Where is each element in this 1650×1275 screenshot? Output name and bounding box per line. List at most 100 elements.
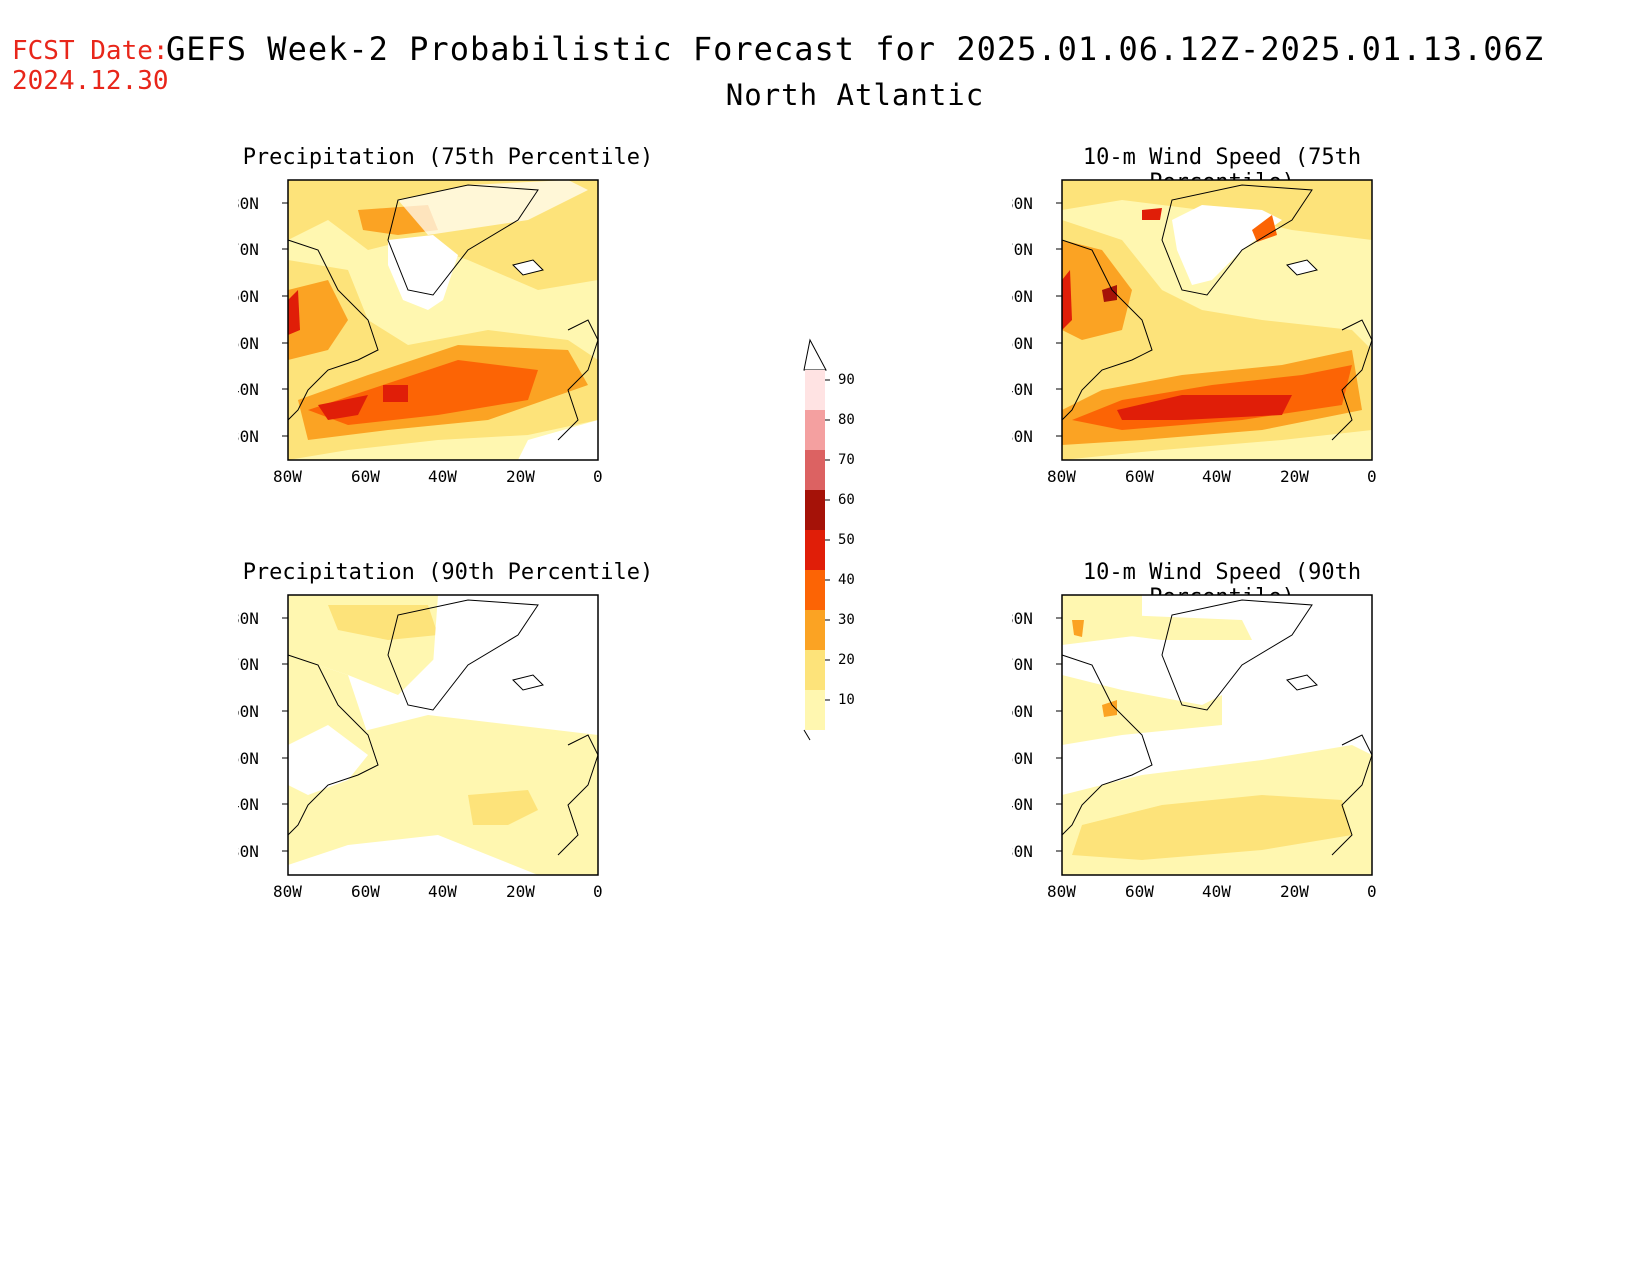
colorbar-label-80: 80	[838, 412, 855, 428]
panel-title: Precipitation (90th Percentile)	[242, 560, 654, 585]
lat-tick-30n: 30N	[1012, 427, 1062, 446]
lon-tick-20w: 20W	[1280, 467, 1309, 486]
colorbar-bin-70	[805, 450, 825, 490]
lat-tick-50n: 50N	[238, 334, 288, 353]
lat-tick-60n: 60N	[1012, 702, 1062, 721]
panel-wind-90: 10-m Wind Speed (90th Percentile) 80N 70…	[1012, 560, 1432, 940]
lat-tick-30n: 30N	[1012, 842, 1062, 861]
lon-tick-60w: 60W	[351, 467, 380, 486]
panel-title: Precipitation (75th Percentile)	[242, 145, 654, 170]
lat-tick-60n: 60N	[238, 287, 288, 306]
svg-text:50N: 50N	[1012, 749, 1033, 768]
lat-tick-40n: 40N	[238, 795, 288, 814]
svg-text:60N: 60N	[1012, 287, 1033, 306]
lon-tick-0: 0	[1367, 467, 1377, 486]
lon-tick-40w: 40W	[1202, 467, 1231, 486]
svg-text:50N: 50N	[238, 334, 259, 353]
lat-tick-80n: 80N	[1012, 609, 1062, 628]
svg-text:40N: 40N	[238, 380, 259, 399]
colorbar: 90 80 70 60 50 40 30 20 10	[800, 330, 860, 750]
forecast-date-value: 2024.12.30	[12, 66, 169, 96]
map-wind-90: 80N 70N 60N 50N 40N 30N 80W 60W 40W 20W …	[1012, 594, 1377, 901]
colorbar-label-10: 10	[838, 692, 855, 708]
lat-tick-60n: 60N	[238, 702, 288, 721]
svg-text:80N: 80N	[238, 194, 259, 213]
lon-tick-0: 0	[593, 882, 603, 901]
lat-tick-60n: 60N	[1012, 287, 1062, 306]
lat-tick-50n: 50N	[238, 749, 288, 768]
svg-text:40N: 40N	[1012, 380, 1033, 399]
lat-tick-70n: 70N	[1012, 240, 1062, 259]
lon-tick-80w: 80W	[1047, 467, 1076, 486]
lon-tick-0: 0	[593, 467, 603, 486]
panel-precip-75: Precipitation (75th Percentile) 80N 70N	[238, 145, 658, 525]
colorbar-label-50: 50	[838, 532, 855, 548]
colorbar-bin-60	[805, 490, 825, 530]
svg-text:70N: 70N	[238, 240, 259, 259]
svg-text:70N: 70N	[1012, 655, 1033, 674]
map-precip-90: 80N 70N 60N 50N 40N 30N 80W 60W 40W 20W …	[238, 594, 603, 901]
lon-tick-80w: 80W	[1047, 882, 1076, 901]
forecast-date-label: FCST Date:	[12, 36, 169, 66]
colorbar-bin-30	[805, 610, 825, 650]
svg-text:30N: 30N	[1012, 842, 1033, 861]
panel-precip-90: Precipitation (90th Percentile) 80N 70N …	[238, 560, 658, 940]
svg-text:30N: 30N	[238, 842, 259, 861]
lon-tick-40w: 40W	[428, 467, 457, 486]
lat-tick-30n: 30N	[238, 427, 288, 446]
lat-tick-70n: 70N	[238, 655, 288, 674]
page-title: GEFS Week-2 Probabilistic Forecast for 2…	[165, 30, 1545, 68]
colorbar-label-30: 30	[838, 612, 855, 628]
lon-tick-60w: 60W	[1125, 467, 1154, 486]
region-subtitle: North Atlantic	[725, 78, 985, 112]
svg-text:40N: 40N	[238, 795, 259, 814]
svg-text:30N: 30N	[238, 427, 259, 446]
map-precip-75: 80N 70N 60N 50N 40N 30N 80W 60W 40W 20W …	[238, 179, 603, 486]
lon-tick-80w: 80W	[273, 882, 302, 901]
lon-tick-60w: 60W	[351, 882, 380, 901]
svg-text:70N: 70N	[1012, 240, 1033, 259]
lon-tick-20w: 20W	[506, 882, 535, 901]
svg-text:60N: 60N	[1012, 702, 1033, 721]
lon-tick-80w: 80W	[273, 467, 302, 486]
lat-tick-30n: 30N	[238, 842, 288, 861]
lat-tick-40n: 40N	[238, 380, 288, 399]
lon-tick-60w: 60W	[1125, 882, 1154, 901]
svg-text:60N: 60N	[238, 702, 259, 721]
lat-tick-70n: 70N	[1012, 655, 1062, 674]
colorbar-label-70: 70	[838, 452, 855, 468]
svg-text:50N: 50N	[238, 749, 259, 768]
lon-tick-40w: 40W	[1202, 882, 1231, 901]
lon-tick-40w: 40W	[428, 882, 457, 901]
lat-tick-80n: 80N	[238, 609, 288, 628]
lon-tick-20w: 20W	[506, 467, 535, 486]
colorbar-label-20: 20	[838, 652, 855, 668]
svg-text:80N: 80N	[1012, 194, 1033, 213]
svg-text:50N: 50N	[1012, 334, 1033, 353]
svg-text:60N: 60N	[238, 287, 259, 306]
lat-tick-50n: 50N	[1012, 749, 1062, 768]
colorbar-label-40: 40	[838, 572, 855, 588]
colorbar-bin-50	[805, 530, 825, 570]
colorbar-label-60: 60	[838, 492, 855, 508]
map-wind-75: 80N 70N 60N 50N 40N 30N 80W 60W 40W 20W …	[1012, 179, 1377, 486]
colorbar-bin-20	[805, 650, 825, 690]
lat-tick-80n: 80N	[1012, 194, 1062, 213]
svg-text:70N: 70N	[238, 655, 259, 674]
svg-text:40N: 40N	[1012, 795, 1033, 814]
colorbar-bin-90	[805, 370, 825, 410]
lat-tick-50n: 50N	[1012, 334, 1062, 353]
lon-tick-0: 0	[1367, 882, 1377, 901]
svg-text:80N: 80N	[1012, 609, 1033, 628]
colorbar-bin-40	[805, 570, 825, 610]
forecast-date: FCST Date: 2024.12.30	[12, 36, 169, 96]
colorbar-label-90: 90	[838, 372, 855, 388]
panel-wind-75: 10-m Wind Speed (75th Percentile) 80N 70…	[1012, 145, 1432, 525]
colorbar-scale	[803, 338, 830, 741]
colorbar-bin-80	[805, 410, 825, 450]
lat-tick-40n: 40N	[1012, 380, 1062, 399]
lon-tick-20w: 20W	[1280, 882, 1309, 901]
svg-text:80N: 80N	[238, 609, 259, 628]
lat-tick-80n: 80N	[238, 194, 288, 213]
lat-tick-70n: 70N	[238, 240, 288, 259]
